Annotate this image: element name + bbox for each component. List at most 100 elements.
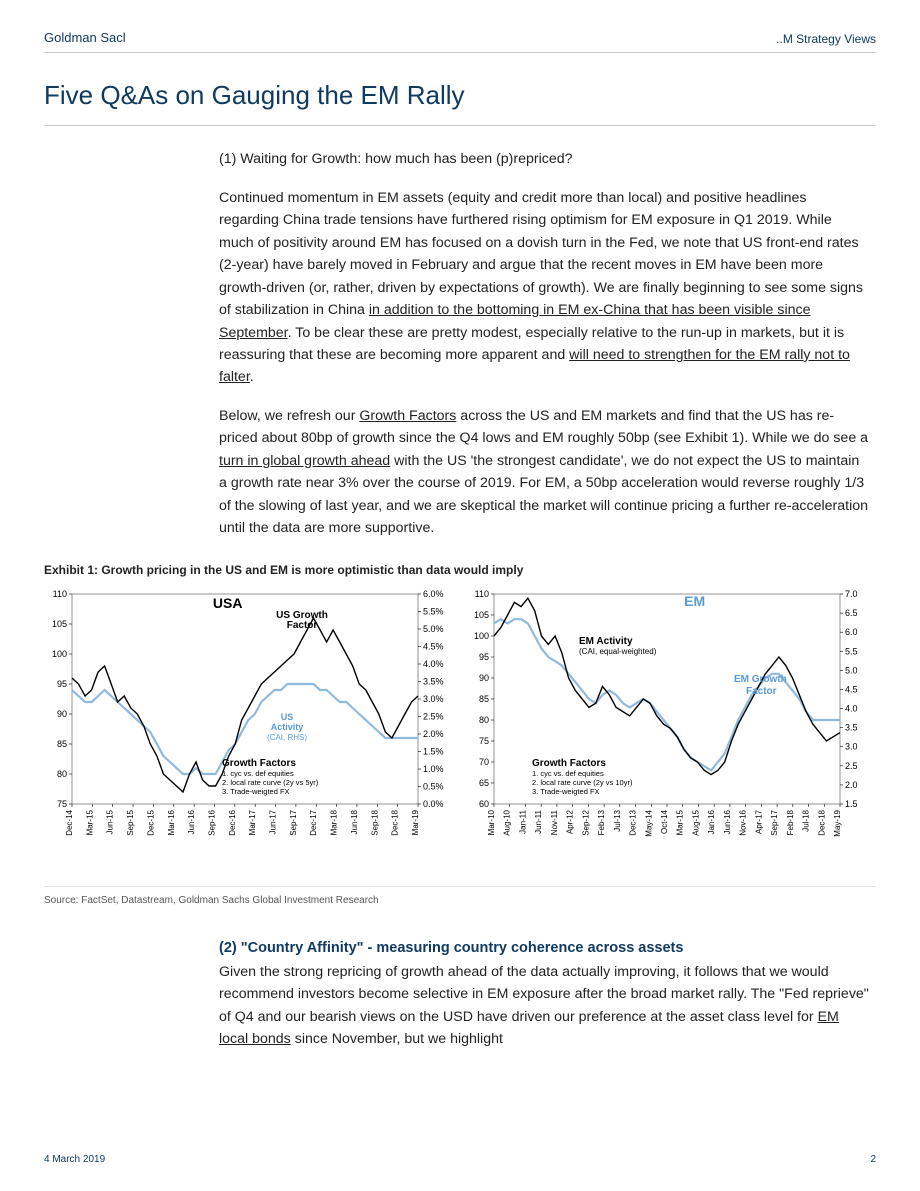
svg-text:70: 70 (479, 757, 489, 767)
svg-text:Mar-16: Mar-16 (167, 809, 176, 835)
chart-usa-svg: 75808590951001051100.0%0.5%1.0%1.5%2.0%2… (44, 586, 454, 876)
svg-text:EM: EM (684, 593, 705, 609)
source-line: Source: FactSet, Datastream, Goldman Sac… (44, 886, 876, 909)
charts-row: 75808590951001051100.0%0.5%1.0%1.5%2.0%2… (44, 586, 876, 876)
svg-text:2. local rate curve (2y vs 10y: 2. local rate curve (2y vs 10yr) (532, 778, 633, 787)
svg-text:Jan-16: Jan-16 (707, 809, 716, 834)
svg-text:(CAI, RHS): (CAI, RHS) (267, 733, 307, 742)
svg-text:Factor: Factor (746, 686, 777, 697)
svg-text:60: 60 (479, 799, 489, 809)
svg-text:65: 65 (479, 778, 489, 788)
svg-text:4.5: 4.5 (845, 684, 858, 694)
svg-text:3.5%: 3.5% (423, 677, 444, 687)
svg-text:6.5: 6.5 (845, 608, 858, 618)
svg-text:1. cyc vs. def equities: 1. cyc vs. def equities (222, 769, 294, 778)
svg-text:Jun-17: Jun-17 (269, 809, 278, 834)
svg-text:6.0%: 6.0% (423, 589, 444, 599)
svg-text:4.5%: 4.5% (423, 642, 444, 652)
svg-text:4.0: 4.0 (845, 704, 858, 714)
svg-text:Sep-17: Sep-17 (289, 809, 298, 835)
svg-text:105: 105 (474, 610, 489, 620)
footer-page: 2 (870, 1152, 876, 1168)
svg-text:95: 95 (479, 652, 489, 662)
svg-text:EM Growth: EM Growth (734, 674, 787, 685)
svg-text:Dec-13: Dec-13 (629, 809, 638, 835)
svg-text:85: 85 (479, 694, 489, 704)
svg-text:2. local rate curve (2y vs 5yr: 2. local rate curve (2y vs 5yr) (222, 778, 319, 787)
svg-text:5.0: 5.0 (845, 665, 858, 675)
svg-text:(CAI, equal-weighted): (CAI, equal-weighted) (579, 647, 657, 656)
svg-text:Mar-18: Mar-18 (330, 809, 339, 835)
svg-text:USA: USA (213, 595, 243, 611)
chart-em: 60657075808590951001051101.52.02.53.03.5… (466, 586, 876, 876)
svg-text:Jun-16: Jun-16 (723, 809, 732, 834)
chart-usa: 75808590951001051100.0%0.5%1.0%1.5%2.0%2… (44, 586, 454, 876)
svg-text:Dec-16: Dec-16 (228, 809, 237, 835)
svg-text:2.5: 2.5 (845, 761, 858, 771)
svg-text:90: 90 (57, 709, 67, 719)
svg-text:3. Trade-weigted FX: 3. Trade-weigted FX (222, 787, 290, 796)
svg-text:Sep-15: Sep-15 (126, 809, 135, 835)
exhibit-title: Exhibit 1: Growth pricing in the US and … (44, 561, 876, 580)
svg-text:3.0%: 3.0% (423, 694, 444, 704)
page-footer: 4 March 2019 2 (44, 1152, 876, 1168)
doc-type: ..M Strategy Views (776, 30, 876, 49)
text-span: Below, we refresh our (219, 408, 359, 424)
svg-text:100: 100 (474, 631, 489, 641)
q1-para-2: Below, we refresh our Growth Factors acr… (219, 405, 870, 540)
svg-text:1.5%: 1.5% (423, 747, 444, 757)
svg-text:100: 100 (52, 649, 67, 659)
svg-text:Mar-17: Mar-17 (248, 809, 257, 835)
svg-text:Growth Factors: Growth Factors (222, 758, 296, 769)
svg-text:80: 80 (57, 769, 67, 779)
svg-text:Mar-15: Mar-15 (676, 809, 685, 835)
svg-text:Oct-14: Oct-14 (660, 809, 669, 834)
text-span: Given the strong repricing of growth ahe… (219, 964, 869, 1025)
svg-text:Nov-11: Nov-11 (550, 809, 559, 835)
svg-text:Feb-13: Feb-13 (597, 809, 606, 835)
svg-text:Nov-16: Nov-16 (739, 809, 748, 835)
svg-text:Activity: Activity (271, 722, 304, 732)
svg-text:4.0%: 4.0% (423, 659, 444, 669)
svg-text:Mar-15: Mar-15 (85, 809, 94, 835)
svg-text:3. Trade-weigted FX: 3. Trade-weigted FX (532, 787, 600, 796)
svg-text:Sep-12: Sep-12 (581, 809, 590, 835)
svg-text:Feb-18: Feb-18 (786, 809, 795, 835)
svg-text:Aug-15: Aug-15 (691, 809, 700, 835)
svg-text:Dec-18: Dec-18 (817, 809, 826, 835)
svg-text:Mar-19: Mar-19 (411, 809, 420, 835)
svg-text:EM Activity: EM Activity (579, 636, 633, 647)
page-header: Goldman Sacl ..M Strategy Views (44, 28, 876, 53)
svg-text:May-19: May-19 (833, 809, 842, 836)
underlined-link: Growth Factors (359, 408, 456, 424)
svg-text:Jun-16: Jun-16 (187, 809, 196, 834)
svg-text:US: US (281, 712, 294, 722)
svg-text:1.5: 1.5 (845, 799, 858, 809)
svg-text:110: 110 (53, 589, 67, 599)
underlined-link: turn in global growth ahead (219, 453, 390, 469)
svg-text:0.5%: 0.5% (423, 782, 444, 792)
svg-text:Dec-18: Dec-18 (391, 809, 400, 835)
svg-text:Jan-11: Jan-11 (518, 809, 527, 833)
svg-text:105: 105 (52, 619, 67, 629)
svg-text:7.0: 7.0 (845, 589, 858, 599)
svg-text:May-14: May-14 (644, 809, 653, 836)
body-column: (1) Waiting for Growth: how much has bee… (219, 148, 870, 539)
svg-text:75: 75 (479, 736, 489, 746)
q2-para-1: Given the strong repricing of growth ahe… (219, 961, 870, 1051)
page-title: Five Q&As on Gauging the EM Rally (44, 75, 876, 126)
svg-text:85: 85 (57, 739, 67, 749)
svg-text:3.5: 3.5 (845, 723, 858, 733)
chart-em-svg: 60657075808590951001051101.52.02.53.03.5… (466, 586, 876, 876)
svg-text:Apr-17: Apr-17 (754, 809, 763, 834)
q1-heading: (1) Waiting for Growth: how much has bee… (219, 148, 870, 170)
svg-text:90: 90 (479, 673, 489, 683)
svg-text:110: 110 (475, 589, 489, 599)
svg-text:3.0: 3.0 (845, 742, 858, 752)
svg-text:Sep-17: Sep-17 (770, 809, 779, 835)
svg-text:Jun-18: Jun-18 (350, 809, 359, 834)
brand-name: Goldman Sacl (44, 28, 126, 48)
svg-text:5.5: 5.5 (845, 646, 858, 656)
svg-text:6.0: 6.0 (845, 627, 858, 637)
svg-text:Dec-17: Dec-17 (309, 809, 318, 835)
